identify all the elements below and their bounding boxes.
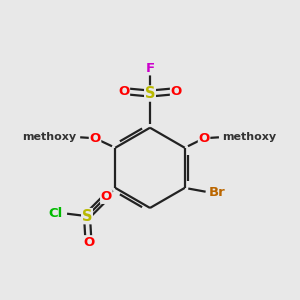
Text: F: F	[146, 62, 154, 75]
Text: Br: Br	[209, 186, 226, 199]
Text: O: O	[83, 236, 94, 249]
Text: O: O	[118, 85, 130, 98]
Text: methoxy: methoxy	[223, 132, 277, 142]
Text: methoxy: methoxy	[22, 132, 76, 142]
Text: O: O	[89, 132, 101, 145]
Text: O: O	[198, 132, 210, 145]
Text: S: S	[82, 208, 92, 224]
Text: O: O	[170, 85, 182, 98]
Text: Cl: Cl	[48, 207, 63, 220]
Text: S: S	[145, 86, 155, 101]
Text: O: O	[101, 190, 112, 203]
